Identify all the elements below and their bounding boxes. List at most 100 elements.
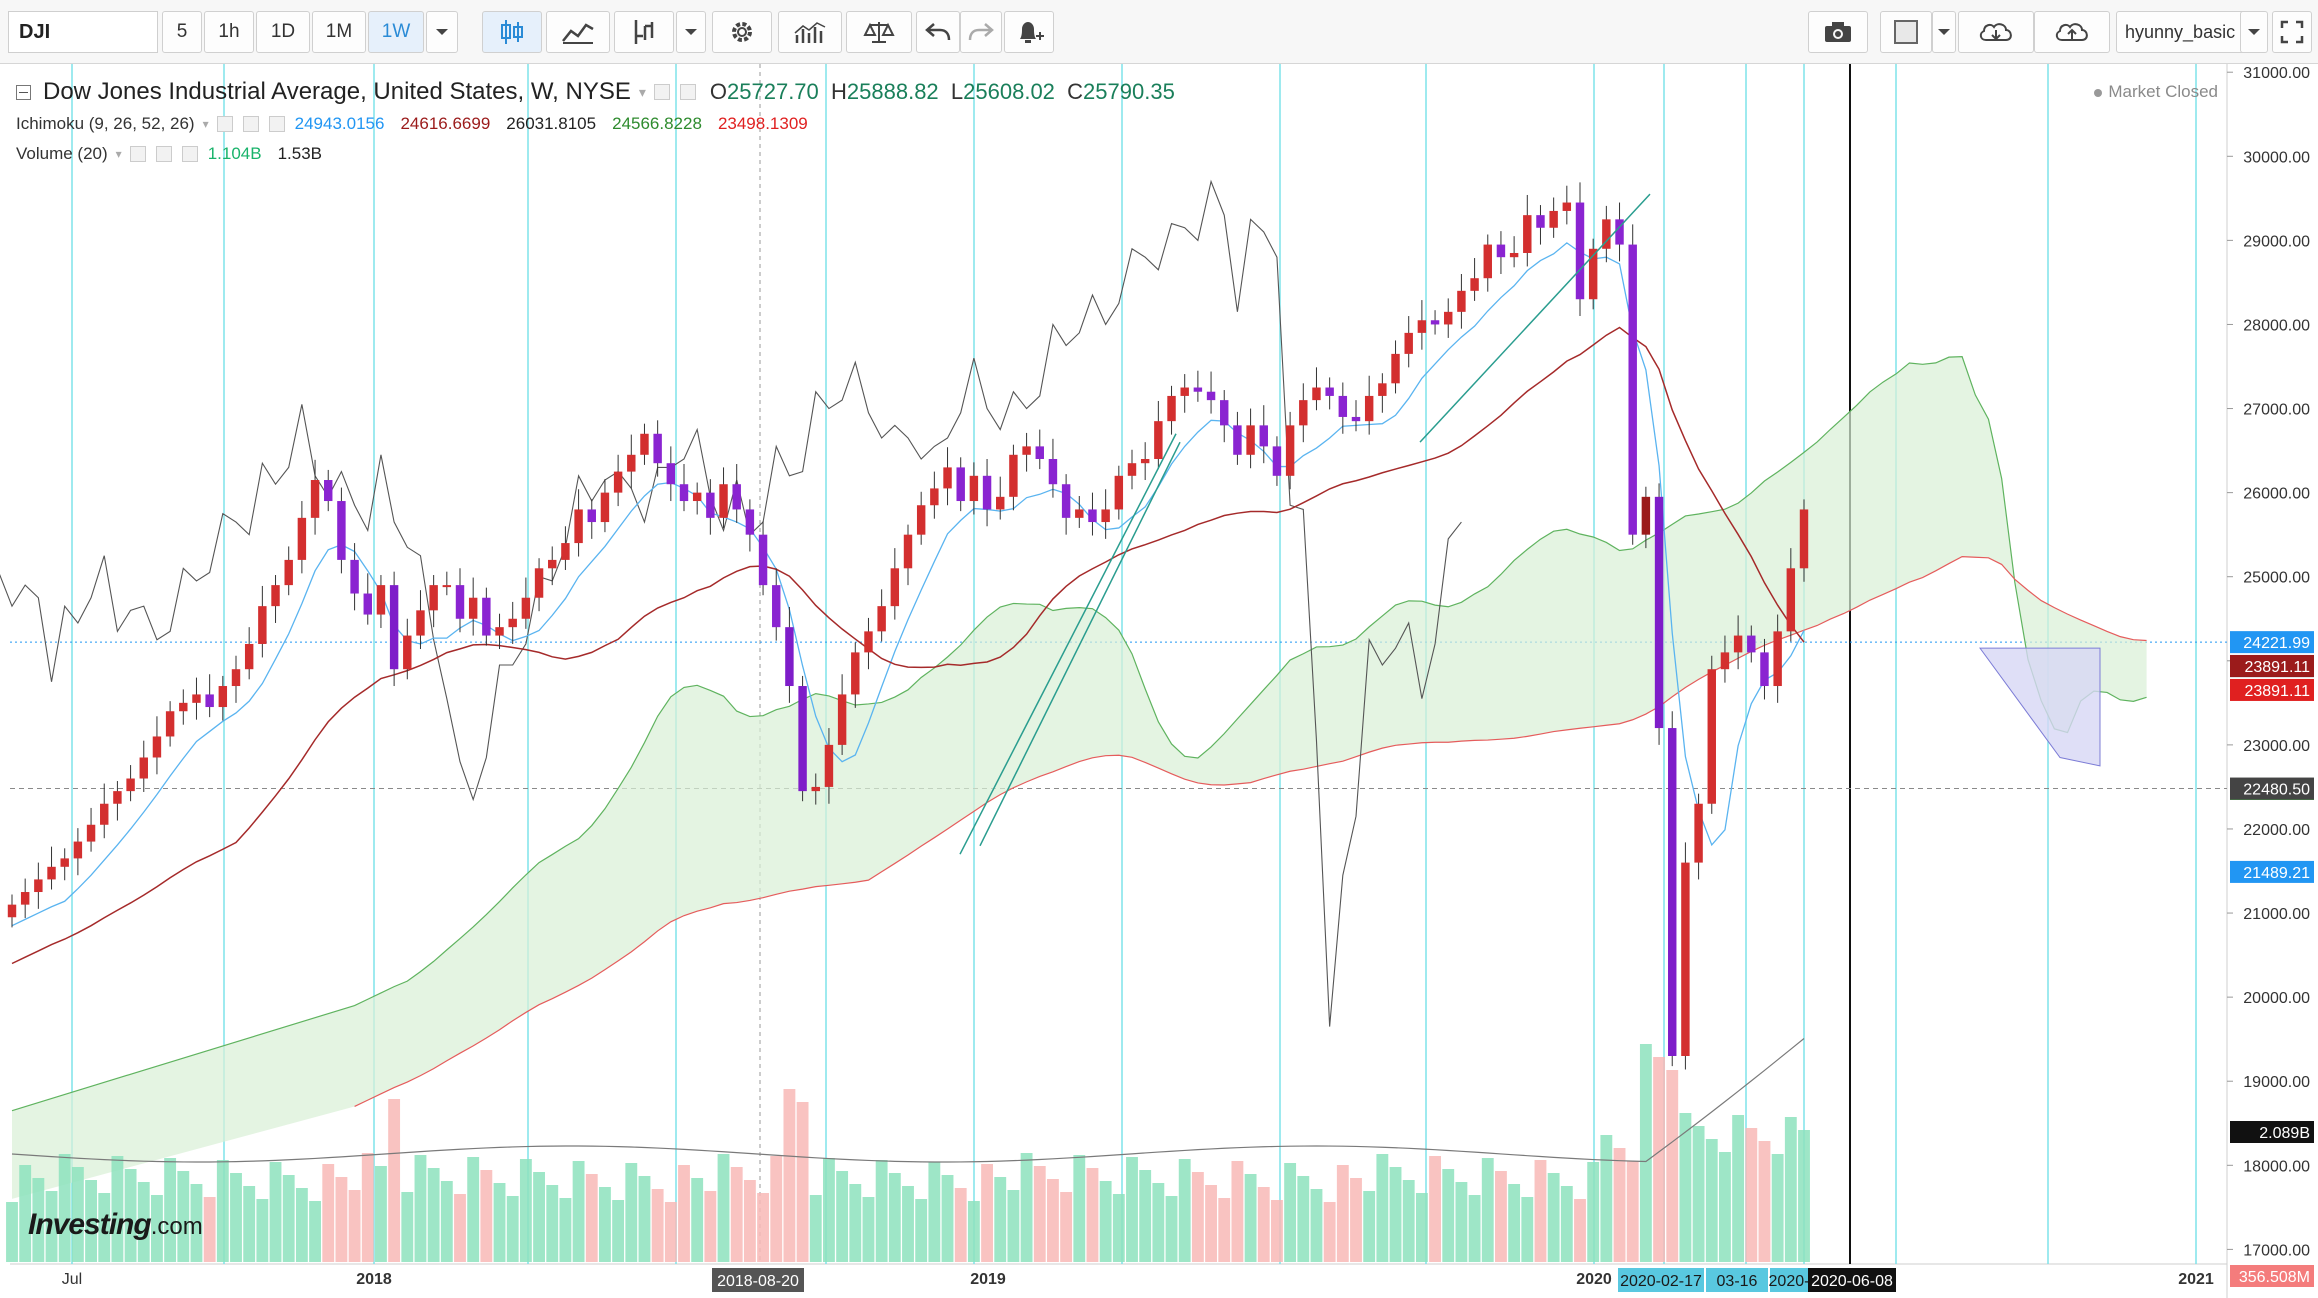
candle-body <box>1615 219 1624 245</box>
candle-body <box>877 606 886 632</box>
account-button[interactable]: hyunny_basic <box>2116 11 2256 53</box>
candle-body <box>930 488 939 506</box>
future-cloud <box>1979 647 2101 767</box>
line-chart-button[interactable] <box>546 11 610 53</box>
indicators-button[interactable] <box>778 11 842 53</box>
candle-body <box>969 475 979 502</box>
close-icon[interactable] <box>268 116 285 132</box>
compare-scales-button[interactable] <box>846 11 912 53</box>
candle-body <box>152 736 162 758</box>
dropdown-icon <box>685 29 697 35</box>
price-tag-label: 2.089B <box>2259 1125 2310 1142</box>
candle-body <box>1747 635 1756 653</box>
candle-body <box>627 454 636 472</box>
volume-bar <box>836 1171 849 1262</box>
candle-body <box>468 597 478 619</box>
open-label: O <box>709 79 728 104</box>
candle-body <box>1786 568 1796 632</box>
volume-bar <box>1784 1117 1797 1262</box>
volume-bar <box>585 1174 598 1262</box>
interval-5-button[interactable]: 5 <box>162 11 202 53</box>
interval-dropdown-button[interactable] <box>426 11 458 53</box>
load-chart-button[interactable] <box>1958 11 2034 53</box>
redo-button[interactable] <box>960 11 1002 53</box>
candle-body <box>1167 395 1176 422</box>
interval-1d-button[interactable]: 1D <box>256 11 310 53</box>
alert-button[interactable] <box>1004 11 1054 53</box>
settings-icon[interactable] <box>242 116 259 132</box>
candle-body <box>113 791 122 804</box>
volume-bar <box>1112 1194 1125 1262</box>
fork-tool-button[interactable] <box>614 11 674 53</box>
volume-bar <box>902 1186 914 1262</box>
ichimoku-label: Ichimoku (9, 26, 52, 26) <box>16 114 195 133</box>
volume-bar <box>335 1177 348 1262</box>
close-icon[interactable] <box>181 146 198 162</box>
candle-body <box>1470 278 1479 291</box>
volume-bar <box>915 1199 928 1262</box>
candle-body <box>758 534 768 586</box>
candles-button[interactable] <box>482 11 542 53</box>
volume-bar <box>967 1201 980 1262</box>
low-label: L <box>950 79 964 104</box>
volume-bar <box>1205 1185 1217 1262</box>
tool-dropdown-button[interactable] <box>676 11 706 53</box>
candle-body <box>864 631 873 653</box>
price-tick-label: 19000.00 <box>2243 1074 2310 1091</box>
layout-dropdown-button[interactable] <box>1932 11 1956 53</box>
ichimoku-dropdown-icon[interactable]: ▾ <box>202 117 209 131</box>
candle-body <box>679 484 689 502</box>
candle-body <box>310 480 320 518</box>
candle-body <box>1101 509 1110 523</box>
undo-button[interactable] <box>916 11 960 53</box>
chart-layout-button[interactable] <box>1880 11 1932 53</box>
price-tick-label: 25000.00 <box>2243 570 2310 587</box>
candle-body <box>534 568 544 598</box>
volume-bar <box>1350 1178 1362 1262</box>
account-dropdown-button[interactable] <box>2240 11 2268 53</box>
settings-icon[interactable] <box>155 146 172 162</box>
collapse-legend-icon[interactable] <box>16 84 31 100</box>
interval-1h-button[interactable]: 1h <box>204 11 254 53</box>
candle-body <box>363 593 372 615</box>
volume-bar <box>809 1195 822 1262</box>
candle-body <box>1588 248 1598 300</box>
ichimoku-cloud <box>12 356 2147 1199</box>
candle-body <box>34 879 43 893</box>
settings-button[interactable] <box>712 11 772 53</box>
ichimoku-value-0: 24943.0156 <box>294 114 385 133</box>
volume-dropdown-icon[interactable]: ▾ <box>115 147 122 161</box>
settings-icon[interactable] <box>679 84 696 100</box>
volume-bar <box>1099 1181 1112 1262</box>
interval-1m-button[interactable]: 1M <box>312 11 366 53</box>
chart-layout-icon <box>1894 20 1918 44</box>
symbol-input[interactable]: DJI <box>8 11 158 53</box>
price-tick-label: 23000.00 <box>2243 738 2310 755</box>
fullscreen-button[interactable] <box>2272 11 2312 53</box>
interval-1w-button[interactable]: 1W <box>368 11 424 53</box>
volume-bar <box>230 1173 242 1262</box>
candle-body <box>785 627 794 687</box>
candle-body <box>47 866 56 880</box>
legend-title-dropdown-icon[interactable]: ▾ <box>638 83 646 100</box>
eye-icon[interactable] <box>216 116 233 132</box>
price-tag-box <box>2230 1121 2314 1143</box>
eye-icon[interactable] <box>653 84 670 100</box>
volume-bar <box>1455 1182 1468 1262</box>
candle-body <box>811 786 820 792</box>
eye-icon[interactable] <box>129 146 146 162</box>
candle-body <box>772 585 781 628</box>
price-chart[interactable]: 31000.00 30000.00 29000.00 28000.00 27000.00… <box>0 64 2318 1298</box>
price-tag-box <box>2230 631 2314 654</box>
volume-bar <box>190 1184 203 1262</box>
candle-body <box>561 543 570 560</box>
senkou-span-b-line <box>354 556 2147 1107</box>
screenshot-button[interactable] <box>1808 11 1868 53</box>
volume-bar <box>862 1197 875 1262</box>
save-chart-button[interactable] <box>2034 11 2110 53</box>
candle-body <box>1088 509 1097 523</box>
price-tick-label: 17000.00 <box>2243 1242 2310 1259</box>
kijun-sen-line <box>11 326 1805 965</box>
time-axis-label: 2018 <box>356 1271 392 1288</box>
candle-body <box>231 669 241 687</box>
